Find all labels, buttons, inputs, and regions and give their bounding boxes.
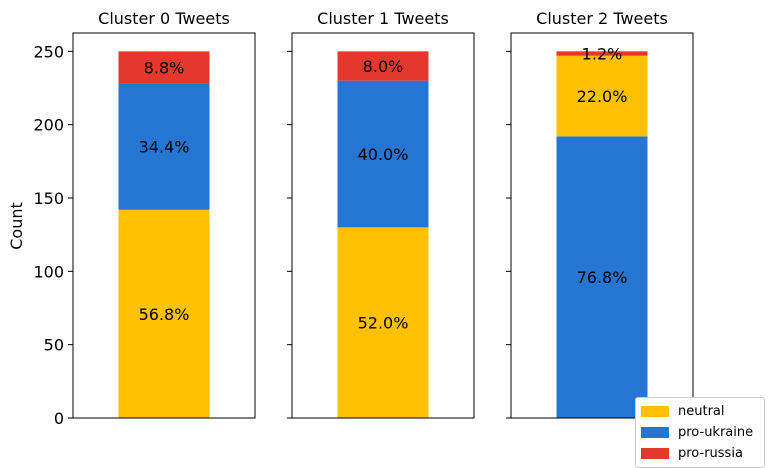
data-label-pro-russia: 8.0% bbox=[363, 57, 404, 76]
panel-1: Cluster 1 Tweets 52.0% 40.0% 8.0% bbox=[287, 9, 475, 419]
chart-panels: Cluster 0 Tweets 56.8% 34.4% 8.8% 0 50 100 150 2… bbox=[33, 9, 694, 428]
y-tick-label: 250 bbox=[33, 42, 64, 61]
data-label-pro-ukraine: 40.0% bbox=[358, 145, 409, 164]
panel-2: Cluster 2 Tweets 76.8% 22.0% 1.2% bbox=[506, 9, 694, 419]
data-label-pro-ukraine: 76.8% bbox=[577, 268, 628, 287]
legend-item-pro-ukraine: pro-ukraine bbox=[636, 422, 764, 443]
panel-title-1: Cluster 1 Tweets bbox=[317, 9, 449, 28]
legend-swatch-neutral bbox=[641, 406, 669, 417]
bar-segment-pro-ukraine bbox=[337, 80, 429, 228]
bar-segment-neutral bbox=[118, 209, 210, 418]
data-label-pro-russia: 8.8% bbox=[144, 58, 185, 77]
data-label-pro-ukraine: 34.4% bbox=[139, 138, 190, 157]
y-tick-label: 50 bbox=[44, 336, 64, 355]
legend-item-pro-russia: pro-russia bbox=[636, 443, 764, 464]
y-tick-label: 100 bbox=[33, 262, 64, 281]
bar-segment-neutral bbox=[556, 55, 648, 137]
y-tick-label: 200 bbox=[33, 116, 64, 135]
panel-frame-2 bbox=[510, 32, 694, 419]
legend-label-pro-russia: pro-russia bbox=[678, 446, 743, 461]
bar-segment-pro-russia bbox=[118, 51, 210, 84]
panel-frame-0 bbox=[72, 32, 256, 419]
y-tick-label: 150 bbox=[33, 189, 64, 208]
y-axis-label: Count bbox=[7, 202, 26, 250]
y-tick-label: 0 bbox=[54, 409, 64, 428]
panel-0: Cluster 0 Tweets 56.8% 34.4% 8.8% 0 50 100 150 2… bbox=[33, 9, 256, 428]
data-label-neutral: 22.0% bbox=[577, 87, 628, 106]
legend: neutral pro-ukraine pro-russia bbox=[635, 397, 765, 468]
bar-segment-pro-russia bbox=[337, 51, 429, 81]
legend-swatch-pro-ukraine bbox=[641, 427, 669, 438]
legend-label-pro-ukraine: pro-ukraine bbox=[678, 425, 754, 440]
panel-title-2: Cluster 2 Tweets bbox=[536, 9, 668, 28]
legend-item-neutral: neutral bbox=[636, 401, 764, 422]
bar-segment-pro-ukraine bbox=[118, 83, 210, 210]
bar-segment-pro-ukraine bbox=[556, 136, 648, 418]
bar-segment-neutral bbox=[337, 227, 429, 418]
bar-segment-pro-russia bbox=[556, 51, 648, 56]
panel-frame-1 bbox=[291, 32, 475, 419]
data-label-neutral: 52.0% bbox=[358, 314, 409, 333]
legend-swatch-pro-russia bbox=[641, 448, 669, 459]
data-label-pro-russia: 1.2% bbox=[582, 45, 623, 64]
panel-title-0: Cluster 0 Tweets bbox=[98, 9, 230, 28]
data-label-neutral: 56.8% bbox=[139, 305, 190, 324]
legend-label-neutral: neutral bbox=[678, 404, 725, 419]
